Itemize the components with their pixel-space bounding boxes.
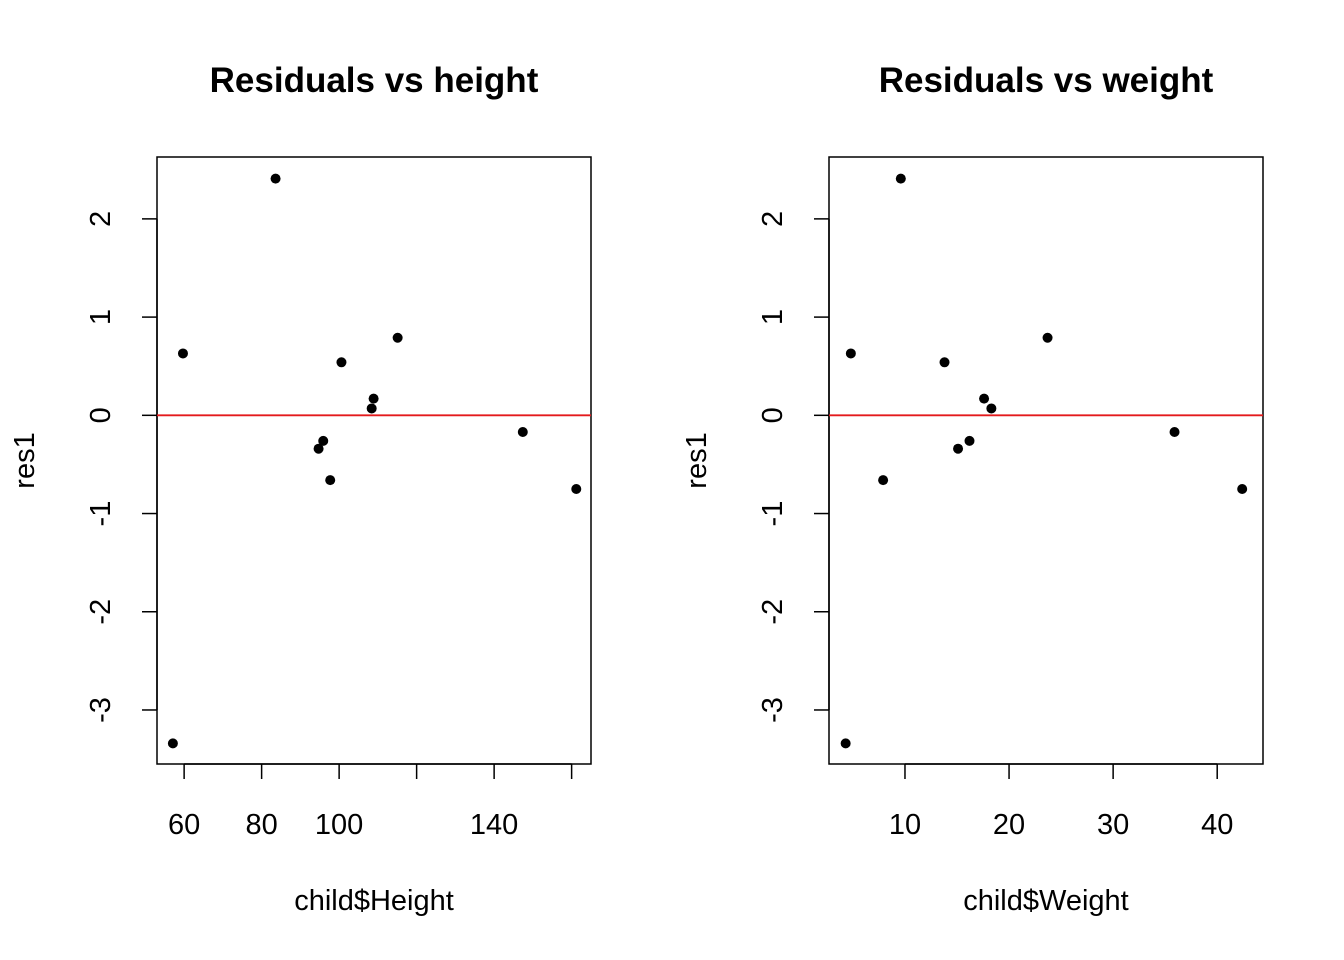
data-point xyxy=(986,403,997,414)
data-point xyxy=(313,443,324,454)
chart-title: Residuals vs height xyxy=(210,61,539,100)
data-point xyxy=(336,357,347,368)
data-point xyxy=(368,393,379,404)
x-tick-label: 20 xyxy=(993,809,1025,841)
y-tick-label: 0 xyxy=(85,407,117,423)
data-point xyxy=(845,348,856,359)
y-tick-label: -1 xyxy=(85,501,117,527)
y-tick-label: 1 xyxy=(85,309,117,325)
data-point xyxy=(1042,332,1053,343)
x-tick-label: 40 xyxy=(1201,809,1233,841)
data-point xyxy=(517,427,528,438)
x-tick-label: 10 xyxy=(889,809,921,841)
plot-frame xyxy=(156,156,592,765)
data-point xyxy=(979,393,990,404)
y-tick-label: 2 xyxy=(757,211,789,227)
data-point xyxy=(1169,427,1180,438)
y-tick-label: 1 xyxy=(757,309,789,325)
data-point xyxy=(939,357,950,368)
plot-frame xyxy=(828,156,1264,765)
data-point xyxy=(392,332,403,343)
y-tick-label: 2 xyxy=(85,211,117,227)
data-point xyxy=(571,483,582,494)
data-point xyxy=(167,738,178,749)
data-point xyxy=(366,403,377,414)
data-point xyxy=(895,173,906,184)
chart-title: Residuals vs weight xyxy=(879,61,1214,100)
x-tick-label: 80 xyxy=(245,809,277,841)
x-tick-label: 100 xyxy=(315,809,363,841)
y-axis-label: res1 xyxy=(681,432,713,488)
data-point xyxy=(177,348,188,359)
y-tick-label: -2 xyxy=(85,599,117,625)
y-tick-label: 0 xyxy=(757,407,789,423)
x-axis-label: child$Height xyxy=(294,885,454,917)
data-point xyxy=(270,173,281,184)
data-point xyxy=(840,738,851,749)
data-point xyxy=(878,475,889,486)
data-point xyxy=(318,435,329,446)
data-point xyxy=(1237,483,1248,494)
height-panel: Residuals vs height 60 80 100 140 -3 -2 -1 0 1 2 ch… xyxy=(9,61,592,917)
data-point xyxy=(953,443,964,454)
data-point xyxy=(325,475,336,486)
x-tick-label: 140 xyxy=(470,809,518,841)
x-axis-label: child$Weight xyxy=(963,885,1129,917)
y-tick-label: -3 xyxy=(757,697,789,723)
x-tick-label: 60 xyxy=(168,809,200,841)
y-tick-label: -1 xyxy=(757,501,789,527)
weight-panel: Residuals vs weight 10 20 30 40 -3 -2 -1 0 1 2 chil… xyxy=(681,61,1264,917)
y-tick-label: -3 xyxy=(85,697,117,723)
y-axis-label: res1 xyxy=(9,432,41,488)
x-tick-label: 30 xyxy=(1097,809,1129,841)
y-tick-label: -2 xyxy=(757,599,789,625)
data-point xyxy=(964,435,975,446)
